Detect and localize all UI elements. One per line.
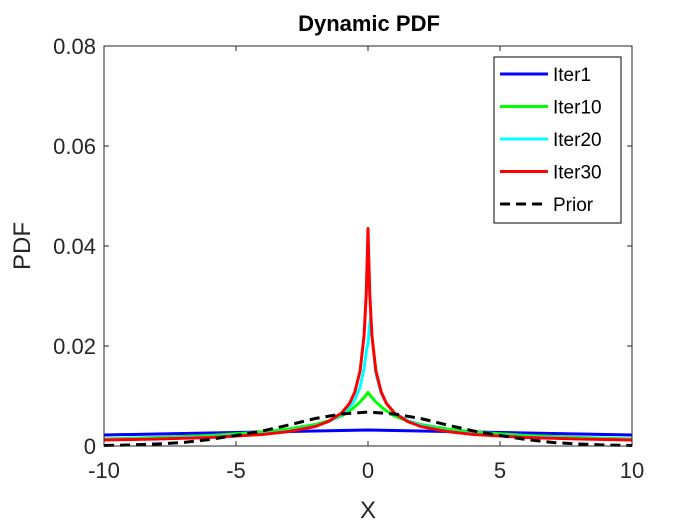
legend-label-iter30: Iter30: [553, 163, 602, 184]
y-tick-label: 0.02: [53, 334, 96, 359]
y-tick-label: 0.06: [53, 134, 96, 159]
x-tick-label: -5: [226, 458, 246, 483]
ticks-layer: -10 -5 0 5 10 0 0.02 0.04 0.06 0.08: [53, 34, 644, 483]
legend-label-iter1: Iter1: [553, 65, 591, 86]
x-axis-label: X: [360, 497, 376, 524]
legend-label-iter20: Iter20: [553, 130, 602, 151]
legend: Iter1 Iter10 Iter20 Iter30 Prior: [493, 56, 622, 224]
series-line-iter30: [103, 227, 633, 442]
y-axis-label: PDF: [9, 222, 36, 270]
series-line-iter1: [103, 428, 633, 437]
series-line-iter10: [103, 391, 633, 441]
series-layer: [103, 227, 633, 447]
legend-label-prior: Prior: [553, 195, 594, 216]
y-tick-label: 0.08: [53, 34, 96, 59]
x-tick-label: 10: [620, 458, 644, 483]
legend-label-iter10: Iter10: [553, 98, 602, 119]
x-tick-label: 0: [362, 458, 374, 483]
x-tick-label: -10: [88, 458, 120, 483]
x-tick-label: 5: [494, 458, 506, 483]
axes-box: [103, 45, 633, 447]
series-line-prior: [103, 410, 633, 447]
chart-title: Dynamic PDF: [298, 11, 440, 36]
y-tick-label: 0.04: [53, 234, 96, 259]
y-tick-label: 0: [84, 434, 96, 459]
